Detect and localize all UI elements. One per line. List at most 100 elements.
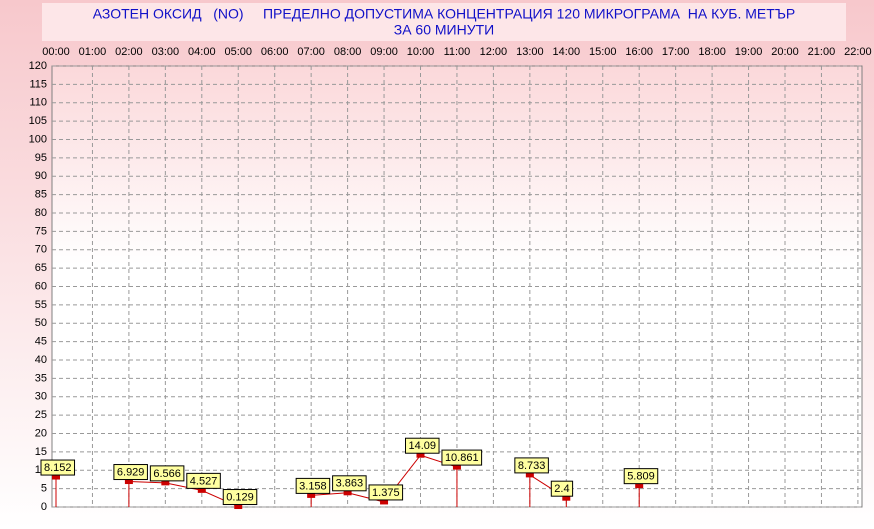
x-tick-label: 12:00 [480,46,508,58]
value-label: 0.129 [222,489,258,506]
x-tick-label: 19:00 [735,46,763,58]
y-tick-label: 95 [35,152,47,164]
x-tick-label: 02:00 [115,46,143,58]
value-label-box [295,477,331,494]
value-label: 10.861 [441,449,483,466]
value-label-text: 10.861 [445,452,479,464]
y-tick-label: 35 [35,372,47,384]
value-label-text: 0.129 [226,491,254,503]
y-tick-label: 0 [41,501,47,513]
y-tick-label: 30 [35,391,47,403]
value-label-box [368,484,404,501]
y-tick-label: 115 [29,78,47,90]
x-tick-label: 18:00 [698,46,726,58]
point-marker [525,472,534,478]
value-label-box [550,480,574,497]
x-tick-label: 00:00 [42,46,70,58]
x-tick-label: 13:00 [516,46,544,58]
point-marker [635,483,644,489]
value-label-box [40,459,76,476]
y-tick-label: 65 [35,262,47,274]
x-tick-label: 10:00 [407,46,435,58]
value-label-box [623,468,659,485]
y-tick-label: 75 [35,225,47,237]
y-tick-label: 90 [35,170,47,182]
value-label-box [113,464,148,481]
value-label: 2.4 [550,480,574,497]
y-tick-label: 20 [35,427,47,439]
x-tick-label: 06:00 [261,46,289,58]
value-label-text: 1.375 [372,487,400,499]
value-label-text: 8.733 [518,460,546,472]
y-tick-label: 5 [41,483,47,495]
value-label: 5.809 [623,468,659,485]
y-tick-label: 70 [35,244,47,256]
x-tick-label: 08:00 [334,46,362,58]
value-label-box [149,465,185,482]
value-label-text: 2.4 [554,483,569,495]
value-label-text: 3.863 [336,478,364,490]
value-label: 3.158 [295,477,331,494]
point-marker [416,452,425,458]
y-tick-label: 110 [29,97,47,109]
y-tick-label: 105 [29,115,47,127]
value-label-text: 4.527 [190,475,218,487]
value-label-text: 6.566 [153,468,181,480]
chart-title: АЗОТЕН ОКСИД (NO) ПРЕДЕЛНО ДОПУСТИМА КОН… [93,6,796,22]
x-tick-label: 14:00 [553,46,581,58]
value-label-box [405,437,440,454]
value-label-box [222,489,258,506]
point-marker [380,499,389,505]
x-tick-label: 07:00 [297,46,325,58]
y-tick-label: 60 [35,280,47,292]
value-label-box [441,449,483,466]
value-label-text: 14.09 [409,440,437,452]
point-marker [52,474,60,480]
x-tick-label: 09:00 [370,46,398,58]
value-label-text: 3.158 [299,480,327,492]
x-tick-label: 17:00 [662,46,690,58]
value-label-box [186,472,221,489]
x-tick-label: 01:00 [79,46,107,58]
value-label: 8.152 [40,459,76,476]
y-tick-label: 45 [35,336,47,348]
value-label: 8.733 [514,457,549,474]
y-tick-label: 50 [35,317,47,329]
x-tick-label: 11:00 [444,46,471,58]
y-tick-label: 55 [35,299,47,311]
x-tick-label: 16:00 [625,46,653,58]
y-tick-label: 85 [35,189,47,201]
y-tick-label: 40 [35,354,47,366]
value-label: 4.527 [186,472,221,489]
point-marker [452,464,461,470]
point-marker [343,490,352,496]
value-label-text: 6.929 [117,466,145,478]
point-marker [562,495,571,501]
value-label: 3.863 [332,475,367,492]
y-tick-label: 80 [35,207,47,219]
value-label-box [332,475,367,492]
x-tick-label: 15:00 [589,46,617,58]
x-tick-label: 03:00 [152,46,180,58]
point-marker [234,504,243,510]
x-tick-label: 04:00 [188,46,216,58]
point-marker [161,480,170,486]
value-label-box [514,457,549,474]
x-tick-label: 20:00 [771,46,799,58]
x-tick-label: 22:00 [844,46,872,58]
value-label: 6.566 [149,465,185,482]
point-marker [307,492,316,498]
y-tick-label: 100 [29,133,47,145]
y-tick-label: 15 [35,446,47,458]
value-label: 14.09 [405,437,440,454]
value-label: 6.929 [113,464,148,481]
y-tick-label: 120 [29,60,47,72]
title-box [42,3,846,41]
x-tick-label: 21:00 [808,46,836,58]
chart-subtitle: ЗА 60 МИНУТИ [394,22,495,38]
x-tick-label: 05:00 [224,46,252,58]
point-marker [197,487,206,493]
y-tick-label: 25 [35,409,47,421]
point-marker [124,479,133,485]
